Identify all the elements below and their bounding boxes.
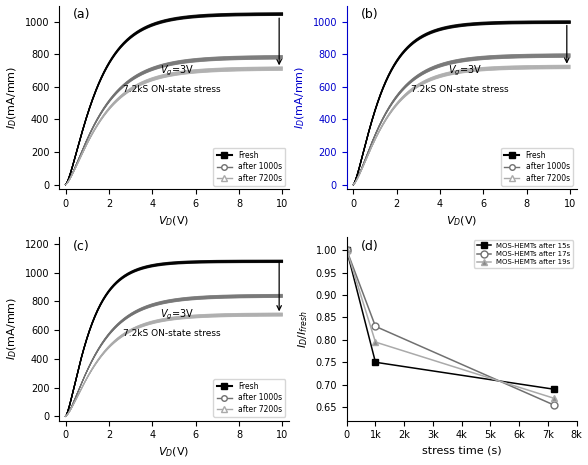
MOS-HEMTs after 17s xyxy=(372,324,379,329)
X-axis label: $V_D$(V): $V_D$(V) xyxy=(158,215,190,228)
MOS-HEMTs after 15s xyxy=(372,359,379,365)
Text: 7.2kS ON-state stress: 7.2kS ON-state stress xyxy=(123,85,221,94)
Y-axis label: $I_D$(mA/mm): $I_D$(mA/mm) xyxy=(5,297,19,360)
Y-axis label: $I_D$/$I_{fresh}$: $I_D$/$I_{fresh}$ xyxy=(296,310,310,347)
Y-axis label: $I_D$(mA/mm): $I_D$(mA/mm) xyxy=(6,66,19,129)
MOS-HEMTs after 15s xyxy=(343,247,350,253)
X-axis label: stress time (s): stress time (s) xyxy=(422,446,502,456)
Text: $V_g$=3V: $V_g$=3V xyxy=(448,64,482,79)
Line: MOS-HEMTs after 17s: MOS-HEMTs after 17s xyxy=(343,246,557,408)
MOS-HEMTs after 19s xyxy=(550,395,557,401)
MOS-HEMTs after 17s xyxy=(343,247,350,253)
Text: (a): (a) xyxy=(73,8,91,21)
MOS-HEMTs after 15s xyxy=(550,386,557,392)
Text: $V_g$=3V: $V_g$=3V xyxy=(160,64,195,79)
Legend: Fresh, after 1000s, after 7200s: Fresh, after 1000s, after 7200s xyxy=(501,148,573,186)
Legend: MOS-HEMTs after 15s, MOS-HEMTs after 17s, MOS-HEMTs after 19s: MOS-HEMTs after 15s, MOS-HEMTs after 17s… xyxy=(474,240,573,268)
MOS-HEMTs after 19s xyxy=(343,247,350,253)
MOS-HEMTs after 17s xyxy=(550,402,557,408)
Text: (d): (d) xyxy=(360,239,378,252)
Text: 7.2kS ON-state stress: 7.2kS ON-state stress xyxy=(411,85,509,94)
Text: (c): (c) xyxy=(73,239,89,252)
MOS-HEMTs after 19s xyxy=(372,339,379,345)
Line: MOS-HEMTs after 15s: MOS-HEMTs after 15s xyxy=(343,246,557,392)
X-axis label: $V_D$(V): $V_D$(V) xyxy=(158,446,190,459)
Legend: Fresh, after 1000s, after 7200s: Fresh, after 1000s, after 7200s xyxy=(213,379,285,417)
Text: 7.2kS ON-state stress: 7.2kS ON-state stress xyxy=(123,329,221,338)
X-axis label: $V_D$(V): $V_D$(V) xyxy=(446,215,477,228)
Text: $V_g$=3V: $V_g$=3V xyxy=(160,308,195,322)
Line: MOS-HEMTs after 19s: MOS-HEMTs after 19s xyxy=(343,246,557,402)
Legend: Fresh, after 1000s, after 7200s: Fresh, after 1000s, after 7200s xyxy=(213,148,285,186)
Y-axis label: $I_D$(mA/mm): $I_D$(mA/mm) xyxy=(293,66,307,129)
Text: (b): (b) xyxy=(360,8,378,21)
